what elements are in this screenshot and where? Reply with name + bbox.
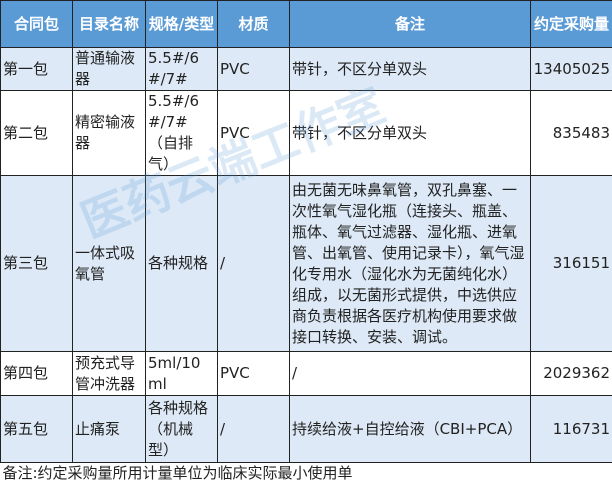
cell-package: 第一包 — [1, 48, 73, 91]
footnote-row: 备注:约定采购量所用计量单位为临床实际最小使用单 — [1, 463, 612, 483]
cell-note: 带针，不区分单双头 — [290, 91, 531, 176]
cell-note: 带针，不区分单双头 — [290, 48, 531, 91]
cell-spec: 各种规格（机械型） — [146, 396, 218, 463]
cell-package: 第五包 — [1, 396, 73, 463]
cell-material: / — [218, 396, 290, 463]
cell-material: / — [218, 176, 290, 352]
cell-spec: 5.5#/6#/7#（自排气） — [146, 91, 218, 176]
header-package: 合同包 — [1, 1, 73, 48]
table-row: 第三包 一体式吸氧管 各种规格 / 由无菌无味鼻氧管，双孔鼻塞、一次性氧气湿化瓶… — [1, 176, 612, 352]
header-spec: 规格/类型 — [146, 1, 218, 48]
cell-name: 精密输液器 — [73, 91, 146, 176]
table-row: 第二包 精密输液器 5.5#/6#/7#（自排气） PVC 带针，不区分单双头 … — [1, 91, 612, 176]
header-row: 合同包 目录名称 规格/类型 材质 备注 约定采购量 — [1, 1, 612, 48]
header-note: 备注 — [290, 1, 531, 48]
cell-quantity: 116731 — [531, 396, 612, 463]
cell-note: 由无菌无味鼻氧管，双孔鼻塞、一次性氧气湿化瓶（连接头、瓶盖、瓶体、氧气过滤器、湿… — [290, 176, 531, 352]
cell-note: 持续给液+自控给液（CBI+PCA） — [290, 396, 531, 463]
cell-name: 一体式吸氧管 — [73, 176, 146, 352]
header-material: 材质 — [218, 1, 290, 48]
cell-spec: 各种规格 — [146, 176, 218, 352]
cell-note: / — [290, 352, 531, 396]
cell-quantity: 13405025 — [531, 48, 612, 91]
header-name: 目录名称 — [73, 1, 146, 48]
cell-spec: 5ml/10ml — [146, 352, 218, 396]
cell-name: 止痛泵 — [73, 396, 146, 463]
cell-name: 普通输液器 — [73, 48, 146, 91]
cell-material: PVC — [218, 91, 290, 176]
cell-quantity: 835483 — [531, 91, 612, 176]
table-row: 第五包 止痛泵 各种规格（机械型） / 持续给液+自控给液（CBI+PCA） 1… — [1, 396, 612, 463]
cell-name: 预充式导管冲洗器 — [73, 352, 146, 396]
cell-package: 第四包 — [1, 352, 73, 396]
cell-package: 第二包 — [1, 91, 73, 176]
cell-material: PVC — [218, 352, 290, 396]
cell-quantity: 2029362 — [531, 352, 612, 396]
cell-quantity: 316151 — [531, 176, 612, 352]
cell-spec: 5.5#/6#/7# — [146, 48, 218, 91]
cell-package: 第三包 — [1, 176, 73, 352]
table-row: 第四包 预充式导管冲洗器 5ml/10ml PVC / 2029362 — [1, 352, 612, 396]
footnote: 备注:约定采购量所用计量单位为临床实际最小使用单 — [1, 463, 612, 483]
header-quantity: 约定采购量 — [531, 1, 612, 48]
table-row: 第一包 普通输液器 5.5#/6#/7# PVC 带针，不区分单双头 13405… — [1, 48, 612, 91]
cell-material: PVC — [218, 48, 290, 91]
